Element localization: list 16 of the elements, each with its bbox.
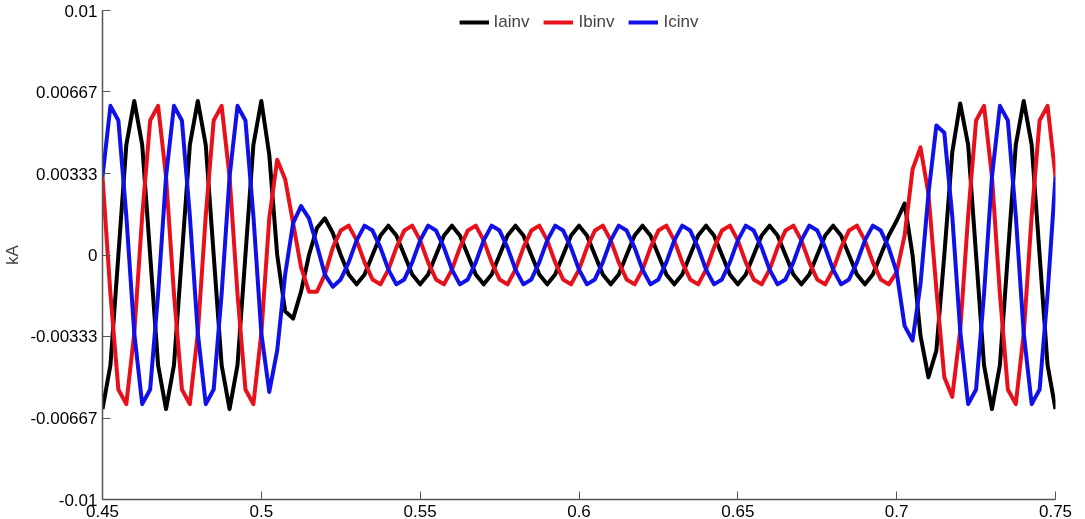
legend-label: Icinv — [663, 12, 699, 32]
y-tick-label: 0.00333 — [36, 164, 98, 184]
y-axis-title: kA — [3, 244, 23, 265]
y-tick-label: 0.00667 — [36, 82, 98, 102]
y-tick-label: -0.00667 — [30, 409, 98, 429]
x-tick-label: 0.65 — [721, 501, 755, 519]
y-tick-label: 0 — [88, 246, 98, 265]
y-tick-label: -0.00333 — [30, 327, 98, 347]
x-tick-label: 0.5 — [249, 501, 274, 519]
legend-label: Iainv — [493, 12, 530, 32]
x-tick-label: 0.75 — [1038, 501, 1073, 519]
y-tick-label: 0.01 — [64, 1, 98, 21]
x-tick-label: 0.6 — [567, 501, 591, 519]
legend-label: Ibinv — [578, 12, 615, 32]
x-tick-label: 0.55 — [403, 501, 437, 519]
x-tick-label: 0.7 — [884, 501, 909, 519]
